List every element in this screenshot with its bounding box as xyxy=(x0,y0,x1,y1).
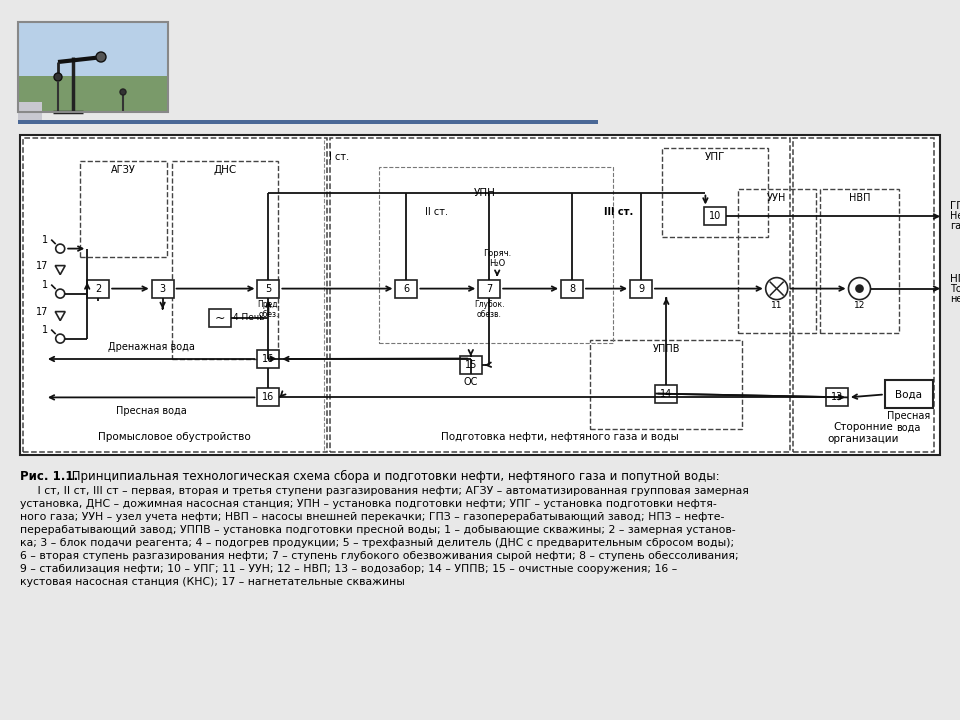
Text: 8: 8 xyxy=(569,284,575,294)
Text: 15: 15 xyxy=(465,361,477,370)
Text: 5: 5 xyxy=(265,284,272,294)
Text: III ст.: III ст. xyxy=(604,207,634,217)
Circle shape xyxy=(54,73,62,81)
Circle shape xyxy=(96,52,106,62)
Text: Вода: Вода xyxy=(896,390,923,400)
Bar xyxy=(20,135,940,455)
Text: Пресная
вода: Пресная вода xyxy=(887,410,930,432)
Text: 4 Печь: 4 Печь xyxy=(233,313,264,323)
Text: УУН: УУН xyxy=(767,194,786,203)
Text: 11: 11 xyxy=(771,301,782,310)
Bar xyxy=(826,388,848,406)
Circle shape xyxy=(849,278,871,300)
Bar xyxy=(704,207,726,225)
Text: Глубок.
обезв.: Глубок. обезв. xyxy=(474,300,504,319)
Text: 14: 14 xyxy=(660,389,672,399)
Polygon shape xyxy=(56,312,65,320)
Text: I ст.: I ст. xyxy=(328,152,348,162)
Text: 1: 1 xyxy=(42,235,48,245)
Bar xyxy=(821,189,899,333)
Text: I ст, II ст, III ст – первая, вторая и третья ступени разгазирования нефти; АГЗУ: I ст, II ст, III ст – первая, вторая и т… xyxy=(20,486,749,588)
Bar xyxy=(379,167,613,343)
Bar xyxy=(656,384,678,402)
Text: 2: 2 xyxy=(95,284,102,294)
Text: Промысловое обустройство: Промысловое обустройство xyxy=(99,432,252,442)
Text: Принципиальная технологическая схема сбора и подготовки нефти, нефтяного газа и : Принципиальная технологическая схема сбо… xyxy=(68,470,720,483)
Text: газ: газ xyxy=(950,222,960,231)
Bar xyxy=(80,161,167,256)
Bar xyxy=(885,380,933,408)
Text: Товарная: Товарная xyxy=(950,284,960,294)
Text: УПГ: УПГ xyxy=(705,152,725,162)
Text: 13: 13 xyxy=(830,392,843,402)
Bar xyxy=(561,279,583,297)
Text: УППВ: УППВ xyxy=(653,343,680,354)
Text: 1: 1 xyxy=(42,279,48,289)
Bar xyxy=(793,138,934,452)
Text: Дренажная вода: Дренажная вода xyxy=(108,342,195,352)
Text: ДНС: ДНС xyxy=(213,165,236,175)
Text: нефть: нефть xyxy=(950,294,960,304)
Bar xyxy=(396,279,418,297)
Text: ~: ~ xyxy=(215,312,225,325)
Text: Пресная вода: Пресная вода xyxy=(116,406,186,416)
Text: ОС: ОС xyxy=(464,377,478,387)
Bar xyxy=(18,76,168,112)
Text: 1: 1 xyxy=(42,325,48,335)
Text: 9: 9 xyxy=(638,284,644,294)
Bar xyxy=(257,279,279,297)
Text: II ст.: II ст. xyxy=(424,207,447,217)
Bar xyxy=(209,309,230,327)
Text: 3: 3 xyxy=(159,284,166,294)
Bar xyxy=(460,356,482,374)
Circle shape xyxy=(56,244,64,253)
Bar xyxy=(662,148,768,238)
Text: АГЗУ: АГЗУ xyxy=(111,165,136,175)
Text: Рис. 1.1.: Рис. 1.1. xyxy=(20,470,78,483)
Circle shape xyxy=(56,289,64,298)
Bar xyxy=(590,340,742,429)
Bar xyxy=(18,22,168,112)
Text: Пред.
обез.: Пред. обез. xyxy=(257,300,279,319)
Circle shape xyxy=(56,334,64,343)
Polygon shape xyxy=(56,266,65,274)
Text: Нефтяной: Нефтяной xyxy=(950,212,960,222)
Bar xyxy=(257,350,279,368)
Text: 16: 16 xyxy=(262,354,275,364)
Bar xyxy=(737,189,816,333)
Text: Сторонние
организации: Сторонние организации xyxy=(828,422,900,444)
Circle shape xyxy=(766,278,788,300)
Text: НПЗ: НПЗ xyxy=(950,274,960,284)
Text: 16: 16 xyxy=(262,392,275,402)
Bar xyxy=(257,388,279,406)
Bar xyxy=(172,161,277,359)
Circle shape xyxy=(856,285,863,292)
Text: ГПЗ: ГПЗ xyxy=(950,202,960,212)
Text: 10: 10 xyxy=(708,212,721,222)
Bar xyxy=(478,279,500,297)
Text: Горяч.
Н₂О: Горяч. Н₂О xyxy=(483,249,512,269)
Bar xyxy=(23,138,326,452)
Text: УПН: УПН xyxy=(473,188,495,197)
Text: 12: 12 xyxy=(853,301,865,310)
Bar xyxy=(18,102,42,120)
Bar xyxy=(18,120,598,124)
Bar xyxy=(329,138,789,452)
Text: НВП: НВП xyxy=(849,194,871,203)
Text: 6: 6 xyxy=(403,284,410,294)
Bar xyxy=(18,22,168,112)
Bar xyxy=(87,279,109,297)
Text: 17: 17 xyxy=(36,261,48,271)
Bar xyxy=(630,279,652,297)
Bar xyxy=(152,279,174,297)
Circle shape xyxy=(120,89,126,95)
Text: Подготовка нефти, нефтяного газа и воды: Подготовка нефти, нефтяного газа и воды xyxy=(441,432,679,442)
Text: 7: 7 xyxy=(486,284,492,294)
Text: 17: 17 xyxy=(36,307,48,317)
